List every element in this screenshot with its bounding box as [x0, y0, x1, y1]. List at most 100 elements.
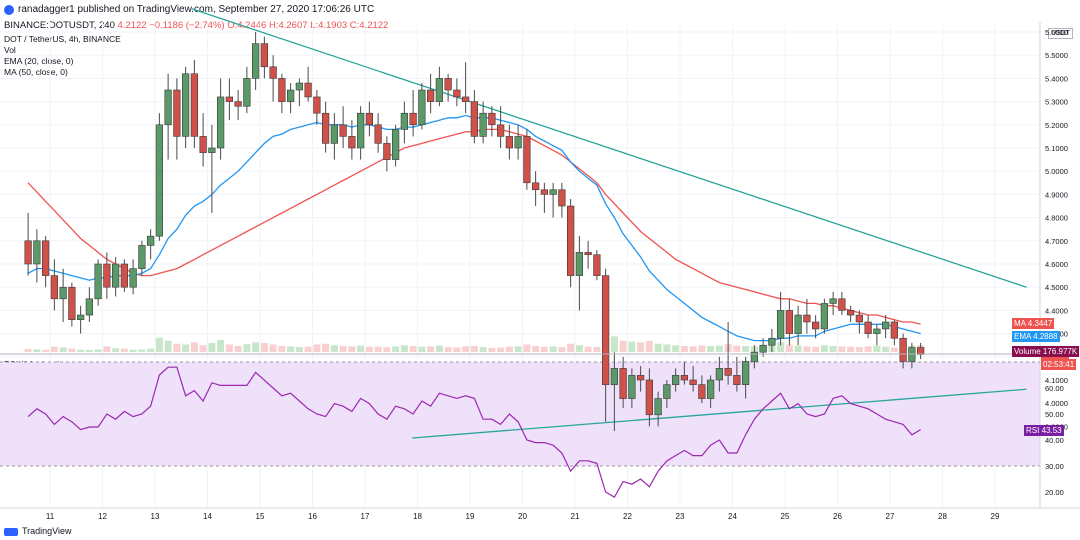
- candle-body: [881, 321, 890, 330]
- candle: [610, 352, 618, 432]
- candle: [217, 78, 225, 160]
- countdown-tag: 02:53:41: [1041, 359, 1077, 371]
- candle-body: [243, 78, 251, 107]
- time-tick-label: 24: [728, 512, 737, 521]
- candle-body: [155, 124, 164, 237]
- volume-bar: [418, 346, 426, 352]
- candle-body: [418, 89, 426, 126]
- volume-bar: [129, 349, 137, 352]
- ohlc-change: −0.1186 (−2.74%): [149, 20, 225, 31]
- candle-body: [750, 351, 758, 362]
- candle: [645, 368, 653, 427]
- candle: [182, 66, 190, 148]
- candle: [103, 252, 111, 299]
- volume-bar: [558, 347, 566, 352]
- candle: [566, 199, 575, 288]
- volume-bar: [427, 346, 435, 352]
- candle: [164, 73, 172, 160]
- candle: [112, 257, 120, 297]
- volume-bar: [829, 346, 837, 352]
- candle: [523, 129, 531, 190]
- volume-bar: [794, 345, 802, 352]
- candle-body: [820, 303, 828, 330]
- candle: [601, 268, 610, 422]
- volume-bar: [304, 346, 312, 352]
- candle: [619, 356, 627, 408]
- candle: [873, 324, 881, 346]
- legend-vol[interactable]: Vol: [4, 45, 16, 55]
- volume-bar: [287, 346, 295, 352]
- volume-bar: [698, 345, 706, 352]
- candle-body: [811, 321, 820, 330]
- candle: [776, 291, 785, 346]
- volume-bar: [208, 343, 216, 352]
- candle-body: [409, 112, 417, 126]
- candle: [234, 90, 242, 121]
- legend-ema[interactable]: EMA (20, close, 0): [4, 56, 74, 66]
- candle: [41, 236, 50, 288]
- candle-body: [304, 82, 312, 98]
- candle-body: [164, 89, 172, 126]
- candle: [636, 366, 645, 392]
- candle-body: [680, 375, 688, 381]
- candle: [365, 101, 373, 137]
- legend-symbol[interactable]: DOT / TetherUS, 4h, BINANCE: [4, 34, 121, 44]
- candle: [94, 259, 102, 306]
- price-tick-label: 4.6000: [1045, 260, 1068, 269]
- candle-body: [348, 136, 356, 149]
- candle-body: [286, 89, 295, 102]
- candle: [409, 90, 417, 137]
- candle: [846, 305, 855, 322]
- trendline: [191, 8, 1027, 288]
- publish-bar: ranadagger1 published on TradingView.com…: [0, 0, 1080, 20]
- time-tick-label: 16: [308, 512, 317, 521]
- candle: [855, 310, 863, 334]
- price-axis-labels[interactable]: 5.6000 5.5000 5.4000 5.3000 5.2000 5.1000 5.00…: [1045, 28, 1068, 431]
- candle: [190, 59, 199, 148]
- legend-ma[interactable]: MA (50, close, 0): [4, 67, 68, 77]
- candle-body: [208, 147, 216, 153]
- time-tick-label: 20: [518, 512, 527, 521]
- candle-body: [479, 112, 487, 137]
- time-tick-label: 17: [361, 512, 370, 521]
- candle-body: [794, 314, 802, 334]
- volume-bar: [383, 347, 391, 352]
- time-axis-labels[interactable]: 11 12 13 14 15 16 17 18 19 20 21 22 23 24 25 26 27 28 29: [46, 512, 1000, 521]
- volume-bar: [742, 346, 750, 352]
- volume-bar: [94, 349, 102, 352]
- candle-body: [120, 263, 129, 288]
- volume-bar: [77, 349, 85, 352]
- candle-body: [278, 78, 286, 102]
- candle: [829, 291, 837, 316]
- currency-label[interactable]: USDT: [1048, 28, 1074, 39]
- volume-bar: [269, 344, 277, 352]
- volume-bar: [234, 346, 242, 352]
- candle-body: [733, 375, 741, 385]
- volume-bar: [584, 346, 592, 352]
- ohlc-high: H:4.2607: [268, 20, 308, 31]
- time-tick-label: 25: [781, 512, 790, 521]
- volume-bar: [532, 346, 540, 352]
- candle-body: [864, 321, 872, 334]
- candle: [129, 259, 137, 295]
- volume-bar: [672, 345, 680, 352]
- price-tick-label: 4.4000: [1045, 306, 1068, 315]
- candle-body: [663, 384, 671, 399]
- candle-body: [715, 368, 723, 381]
- volume-bar: [138, 349, 146, 352]
- trendlines[interactable]: [191, 8, 1027, 439]
- candle: [252, 32, 260, 90]
- volume-bar: [348, 346, 356, 352]
- candle-body: [829, 298, 837, 304]
- candles: [24, 32, 925, 432]
- candle-body: [33, 240, 41, 265]
- indicator-legend: DOT / TetherUS, 4h, BINANCE Vol EMA (20,…: [4, 34, 121, 78]
- time-tick-label: 13: [151, 512, 160, 521]
- candle-body: [873, 328, 881, 334]
- candle-body: [496, 124, 505, 137]
- candle-body: [619, 368, 627, 399]
- candle-body: [689, 379, 697, 385]
- tradingview-logo[interactable]: TradingView: [4, 526, 72, 536]
- candle-body: [68, 286, 76, 320]
